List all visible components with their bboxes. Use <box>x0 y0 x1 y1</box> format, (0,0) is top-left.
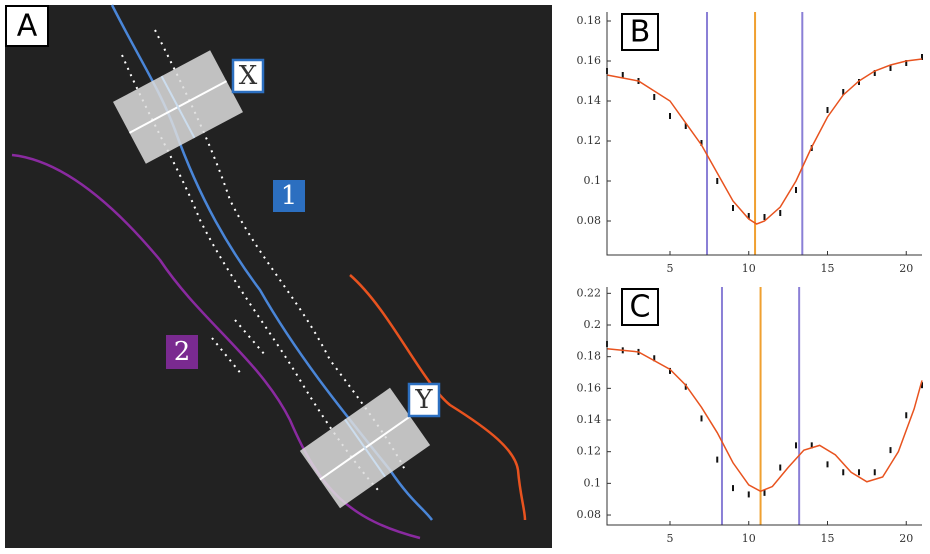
data-point <box>826 461 829 468</box>
panel-label: C <box>630 290 651 325</box>
label-box <box>231 58 265 94</box>
data-point <box>669 113 671 119</box>
data-point <box>700 140 703 146</box>
data-point <box>921 382 923 389</box>
data-point <box>905 412 908 419</box>
plot-area <box>607 287 922 525</box>
data-point <box>684 383 687 390</box>
data-point <box>795 442 797 449</box>
data-point <box>873 469 876 476</box>
y-tick-label: 0.14 <box>577 413 602 426</box>
panel-label-box <box>5 5 49 47</box>
image-label: 2 <box>174 337 191 367</box>
y-tick-label: 0.16 <box>577 381 602 394</box>
y-tick-label: 0.08 <box>577 214 602 227</box>
data-point <box>763 214 766 220</box>
data-point <box>889 65 892 71</box>
data-point <box>747 213 750 219</box>
data-point <box>842 89 845 95</box>
x-tick-label: 15 <box>821 532 835 545</box>
panel-label: B <box>630 15 651 50</box>
y-tick-label: 0.22 <box>577 286 602 299</box>
x-tick-label: 20 <box>899 532 913 545</box>
data-point <box>732 485 734 492</box>
data-point <box>842 469 845 476</box>
axes <box>606 287 922 526</box>
data-point <box>889 447 892 454</box>
data-point <box>747 491 750 498</box>
image-background <box>5 5 552 548</box>
data-point <box>905 60 908 66</box>
data-point <box>653 355 656 362</box>
data-point <box>873 70 876 76</box>
data-point <box>810 442 813 449</box>
y-tick-label: 0.1 <box>584 476 602 489</box>
data-point <box>684 123 687 129</box>
data-point <box>653 94 656 100</box>
y-tick-label: 0.14 <box>577 94 602 107</box>
y-tick-label: 0.18 <box>577 350 602 363</box>
data-point <box>669 367 671 374</box>
image-label: X <box>239 61 258 91</box>
x-tick-label: 10 <box>742 532 756 545</box>
axes <box>606 12 922 256</box>
y-tick-label: 0.2 <box>584 318 602 331</box>
panel-label-box <box>621 13 659 51</box>
data-point <box>826 107 829 113</box>
sample-box-y <box>299 387 431 509</box>
x-tick-label: 15 <box>821 262 835 275</box>
sample-box-x <box>113 50 243 164</box>
y-tick-label: 0.12 <box>577 445 602 458</box>
y-tick-label: 0.18 <box>577 14 602 27</box>
label-box <box>407 382 441 418</box>
data-point <box>921 54 923 60</box>
data-point <box>858 469 860 476</box>
label-box <box>166 335 198 369</box>
y-tick-label: 0.1 <box>584 174 602 187</box>
x-tick-label: 10 <box>742 262 756 275</box>
data-point <box>716 178 719 184</box>
data-point <box>621 72 624 78</box>
panel-label-box <box>621 288 659 326</box>
label-box <box>273 180 305 212</box>
y-tick-label: 0.16 <box>577 54 602 67</box>
x-tick-label: 5 <box>667 262 674 275</box>
fit-curve <box>606 58 923 225</box>
data-point <box>763 489 766 496</box>
image-label: 1 <box>281 181 298 211</box>
red-trace <box>349 274 527 521</box>
data-point <box>700 415 703 422</box>
data-point <box>779 210 782 216</box>
micrograph: X Y 1 2 A <box>5 4 552 548</box>
y-tick-label: 0.12 <box>577 134 602 147</box>
data-point <box>779 464 782 471</box>
data-point <box>716 456 719 463</box>
image-label: Y <box>414 385 433 415</box>
data-point <box>795 187 797 193</box>
x-tick-label: 20 <box>899 262 913 275</box>
panel-label: A <box>17 9 38 44</box>
y-tick-label: 0.08 <box>577 508 602 521</box>
data-point <box>732 205 734 211</box>
x-tick-label: 5 <box>667 532 674 545</box>
fit-curve <box>606 348 923 493</box>
